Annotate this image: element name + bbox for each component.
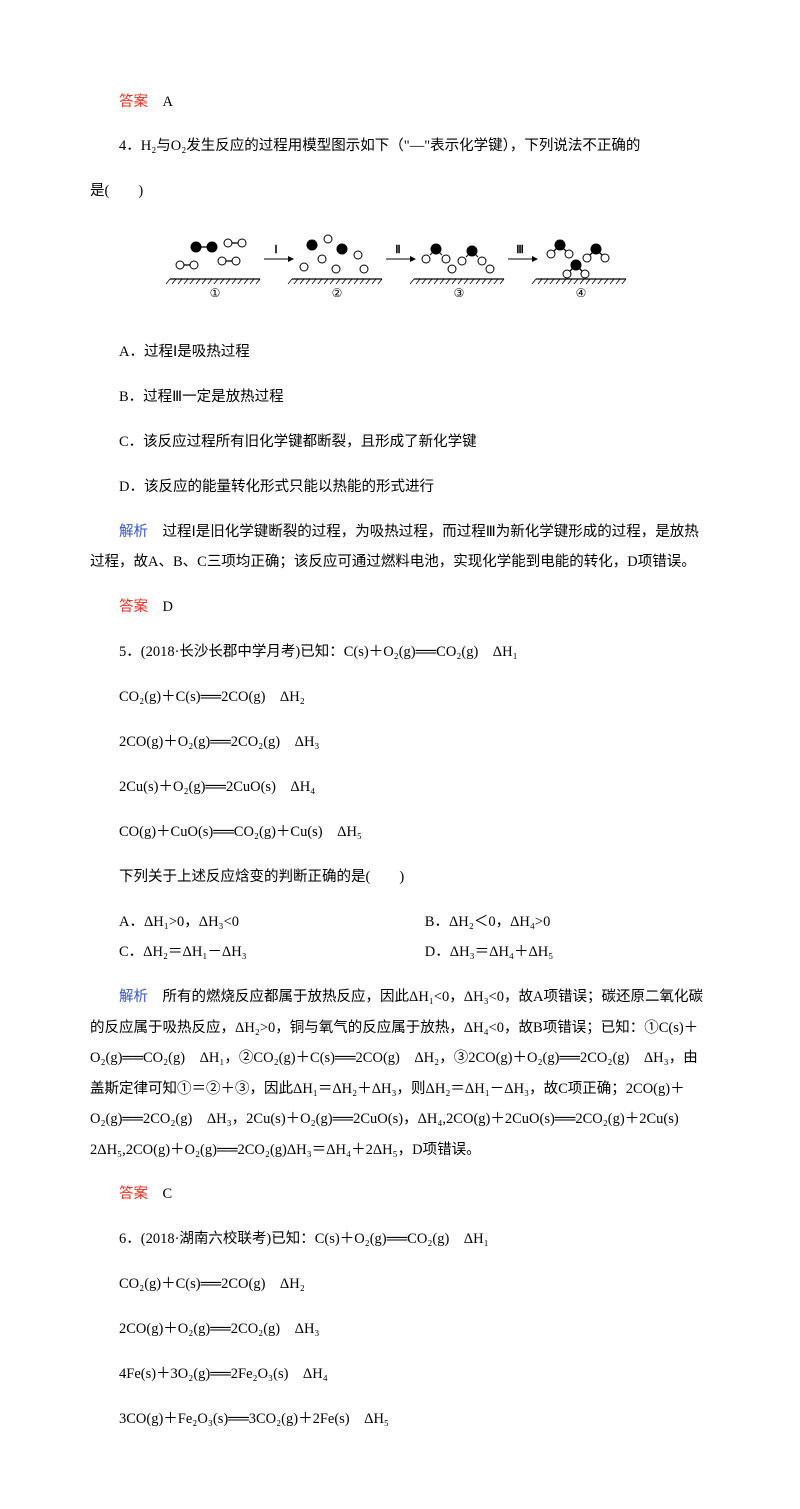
explain-label: 解析 bbox=[119, 524, 148, 540]
q5-eq4: 2Cu(s)＋O₂(g)══2CuO(s) ΔH₄ bbox=[90, 772, 710, 802]
q5-ask: 下列关于上述反应焓变的判断正确的是( ) bbox=[90, 862, 710, 892]
explain-label: 解析 bbox=[119, 989, 148, 1005]
q4-opt-c: C．该反应过程所有旧化学键都断裂，且形成了新化学键 bbox=[90, 427, 710, 457]
q3-answer-value: A bbox=[163, 94, 173, 110]
q6-intro: 6．(2018·湖南六校联考)已知：C(s)＋O₂(g)══CO₂(g) ΔH₁ bbox=[90, 1224, 710, 1254]
answer-label: 答案 bbox=[119, 94, 148, 110]
q5-eq3: 2CO(g)＋O₂(g)══2CO₂(g) ΔH₃ bbox=[90, 727, 710, 757]
svg-text:Ⅱ: Ⅱ bbox=[395, 244, 400, 256]
q3-answer: 答案 A bbox=[90, 87, 710, 117]
svg-text:④: ④ bbox=[576, 286, 587, 300]
q4-answer: 答案 D bbox=[90, 592, 710, 622]
q5-intro: 5．(2018·长沙长郡中学月考)已知：C(s)＋O₂(g)══CO₂(g) Δ… bbox=[90, 637, 710, 667]
q4-opt-a: A．过程Ⅰ是吸热过程 bbox=[90, 337, 710, 367]
q6-eq3: 2CO(g)＋O₂(g)══2CO₂(g) ΔH₃ bbox=[90, 1314, 710, 1344]
q5-eq5: CO(g)＋CuO(s)══CO₂(g)＋Cu(s) ΔH₅ bbox=[90, 817, 710, 847]
q4-explain: 解析 过程Ⅰ是旧化学键断裂的过程，为吸热过程，而过程Ⅲ为新化学键形成的过程，是放… bbox=[90, 517, 710, 578]
q4-diagram: ① Ⅰ ② Ⅱ ③ Ⅲ ④ bbox=[90, 221, 710, 322]
q6-eq2: CO₂(g)＋C(s)══2CO(g) ΔH₂ bbox=[90, 1269, 710, 1299]
q5-explain: 解析 所有的燃烧反应都属于放热反应，因此ΔH₁<0，ΔH₃<0，故A项错误；碳还… bbox=[90, 982, 710, 1165]
answer-label: 答案 bbox=[119, 1186, 148, 1202]
q5-opt-b: B．ΔH₂＜0，ΔH₄>0 bbox=[425, 907, 710, 937]
q4-stem-1: 4．H₂与O₂发生反应的过程用模型图示如下（"—"表示化学键），下列说法不正确的 bbox=[90, 131, 710, 161]
q5-opts-row1: A．ΔH₁>0，ΔH₃<0 B．ΔH₂＜0，ΔH₄>0 bbox=[90, 907, 710, 937]
q6-eq5: 3CO(g)＋Fe₂O₃(s)══3CO₂(g)＋2Fe(s) ΔH₅ bbox=[90, 1404, 710, 1434]
q4-stem-2: 是( ) bbox=[90, 176, 710, 206]
svg-text:②: ② bbox=[332, 286, 343, 300]
q4-answer-value: D bbox=[163, 599, 173, 615]
q4-opt-b: B．过程Ⅲ一定是放热过程 bbox=[90, 382, 710, 412]
q5-opt-d: D．ΔH₃＝ΔH₄＋ΔH₅ bbox=[425, 937, 710, 967]
q5-opt-a: A．ΔH₁>0，ΔH₃<0 bbox=[90, 907, 425, 937]
svg-text:①: ① bbox=[210, 286, 221, 300]
svg-text:③: ③ bbox=[454, 286, 465, 300]
q5-explain-text: 所有的燃烧反应都属于放热反应，因此ΔH₁<0，ΔH₃<0，故A项错误；碳还原二氧… bbox=[90, 989, 703, 1157]
q6-eq4: 4Fe(s)＋3O₂(g)══2Fe₂O₃(s) ΔH₄ bbox=[90, 1359, 710, 1389]
svg-text:Ⅰ: Ⅰ bbox=[274, 244, 277, 256]
q5-answer-value: C bbox=[163, 1186, 173, 1202]
q5-opt-c: C．ΔH₂＝ΔH₁－ΔH₃ bbox=[90, 937, 425, 967]
answer-label: 答案 bbox=[119, 599, 148, 615]
q4-opt-d: D．该反应的能量转化形式只能以热能的形式进行 bbox=[90, 472, 710, 502]
svg-text:Ⅲ: Ⅲ bbox=[516, 244, 524, 256]
q5-eq2: CO₂(g)＋C(s)══2CO(g) ΔH₂ bbox=[90, 682, 710, 712]
q5-answer: 答案 C bbox=[90, 1179, 710, 1209]
q4-explain-text: 过程Ⅰ是旧化学键断裂的过程，为吸热过程，而过程Ⅲ为新化学键形成的过程，是放热过程… bbox=[90, 524, 699, 570]
q5-opts-row2: C．ΔH₂＝ΔH₁－ΔH₃ D．ΔH₃＝ΔH₄＋ΔH₅ bbox=[90, 937, 710, 967]
